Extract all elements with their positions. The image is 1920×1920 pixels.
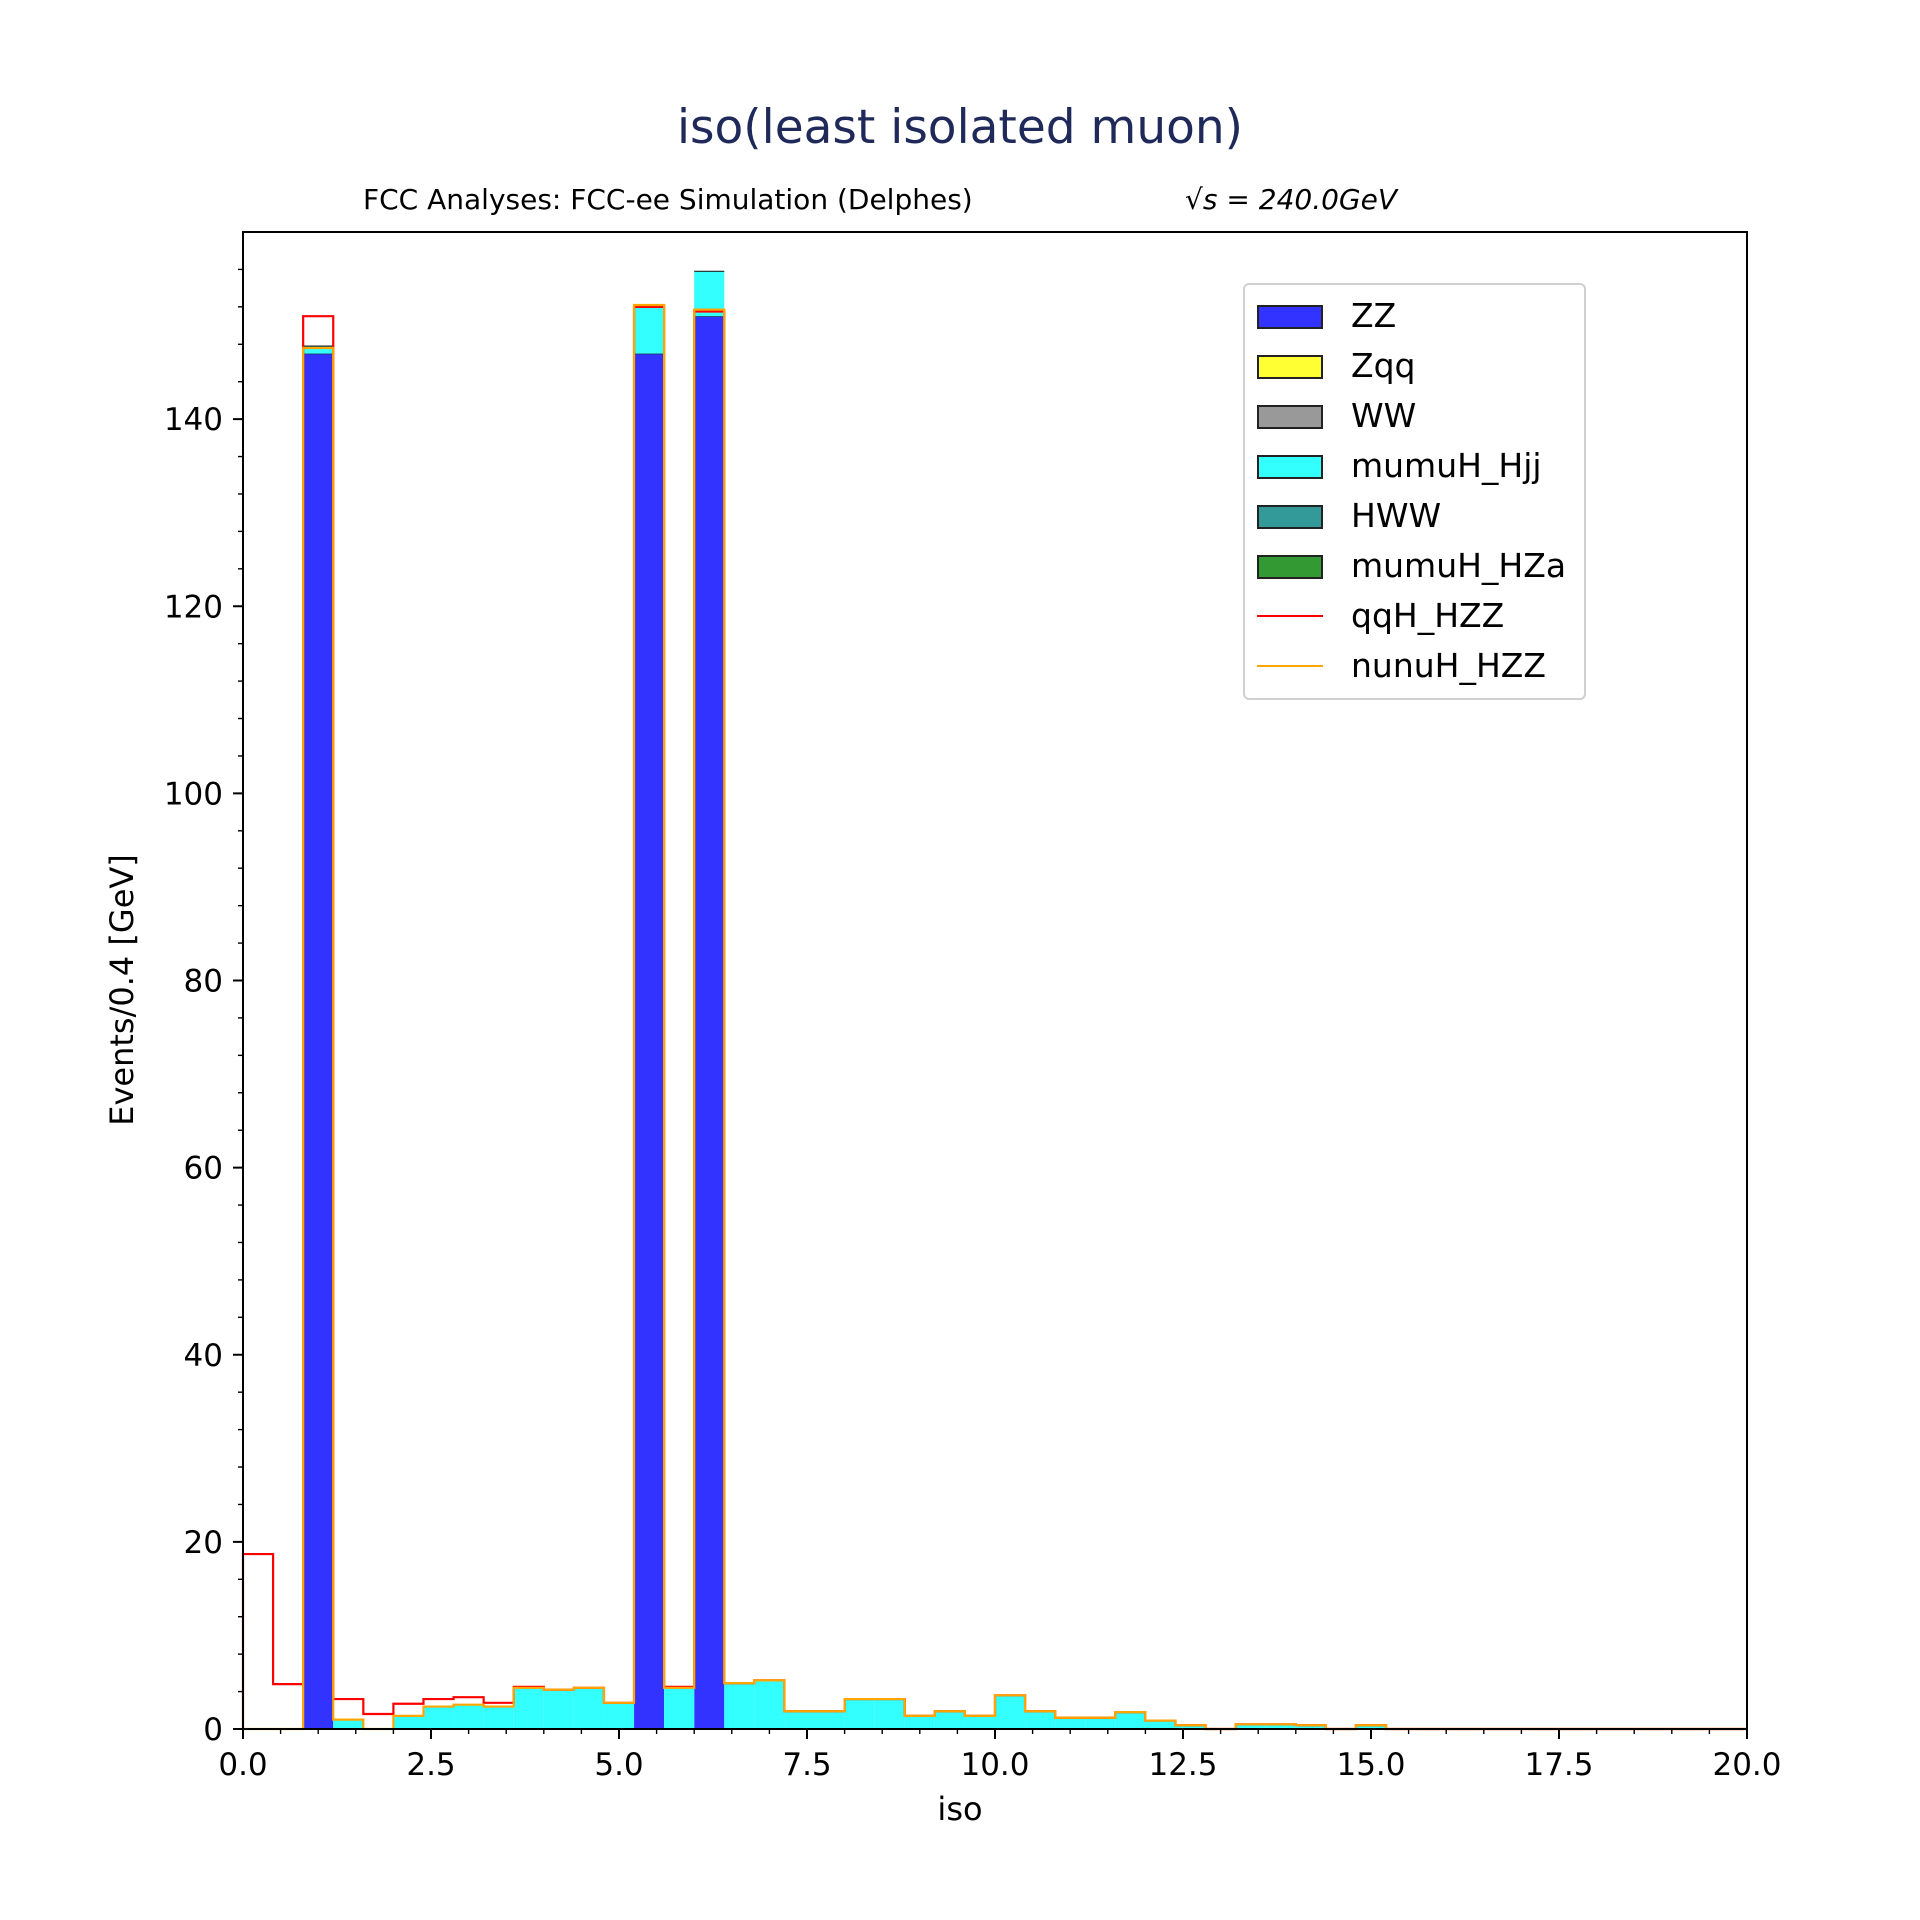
- legend-item-hww: HWW: [1245, 495, 1584, 535]
- axes: 0.0 2.5 5.0 7.5 10.0 12.5 15.0 17.5 20.0 0 20 40 60 8…: [164, 231, 1782, 1783]
- bar-mumuh-hjj-bin-19: [814, 1711, 845, 1729]
- bar-mumuh-hjj-bin-28: [1085, 1717, 1116, 1729]
- legend-swatch-hww: [1257, 505, 1323, 529]
- legend-line-nunuh-hzz: [1257, 665, 1323, 667]
- bar-mumuh-hjj-bin-11: [573, 1687, 604, 1729]
- x-axis-label: iso: [937, 1790, 983, 1828]
- legend-swatch-mumuh-hza: [1257, 555, 1323, 579]
- y-tick-label-140: 140: [164, 402, 223, 438]
- x-tick-label-20-0: 20.0: [1712, 1747, 1781, 1783]
- step-line-nunuh-hzz: [243, 303, 1747, 1731]
- energy-value: = 240.0GeV: [1226, 183, 1397, 216]
- bar-mumuh-hjj-bin-14: [664, 1687, 695, 1729]
- plot-area: [241, 270, 1747, 1731]
- bar-mumuh-hjj-bin-24: [964, 1715, 995, 1729]
- bar-mumuh-hjj-bin-29: [1115, 1712, 1146, 1729]
- x-tick-label-7-5: 7.5: [782, 1747, 831, 1783]
- y-tick-label-120: 120: [164, 589, 223, 625]
- legend-item-zqq: Zqq: [1245, 345, 1584, 385]
- legend-label-ww: WW: [1351, 396, 1417, 435]
- legend-swatch-zz: [1257, 305, 1323, 329]
- legend-item-ww: WW: [1245, 395, 1584, 435]
- legend-label-nunuh-hzz: nunuH_HZZ: [1351, 646, 1547, 685]
- legend-label-mumuh-hjj: mumuH_Hjj: [1351, 446, 1542, 485]
- bar-mumuh-hjj-bin-25: [995, 1695, 1026, 1729]
- legend-item-nunuh-hzz: nunuH_HZZ: [1245, 645, 1584, 685]
- bar-mumuh-hjj-bin-22: [904, 1715, 935, 1729]
- bar-mumuh-hjj-bin-8: [483, 1706, 514, 1729]
- x-tick-label-0-0: 0.0: [218, 1747, 267, 1783]
- legend-label-mumuh-hza: mumuH_HZa: [1351, 546, 1567, 585]
- legend-swatch-zqq: [1257, 355, 1323, 379]
- bar-zz-bin-13: [634, 353, 665, 1730]
- y-tick-label-100: 100: [164, 776, 223, 812]
- legend-label-qqh-hzz: qqH_HZZ: [1351, 596, 1505, 635]
- legend-label-zqq: Zqq: [1351, 346, 1416, 385]
- bar-mumuh-hjj-bin-13: [634, 304, 665, 354]
- chart-title: iso(least isolated muon): [677, 100, 1243, 155]
- legend-item-qqh-hzz: qqH_HZZ: [1245, 595, 1584, 635]
- chart-subtitle: FCC Analyses: FCC-ee Simulation (Delphes…: [363, 183, 973, 216]
- bar-mumuh-hjj-bin-12: [603, 1702, 635, 1729]
- bar-mumuh-hjj-bin-18: [784, 1711, 815, 1729]
- bar-mumuh-hjj-bin-20: [844, 1699, 875, 1729]
- energy-symbol: √s: [1185, 183, 1218, 216]
- legend-line-qqh-hzz: [1257, 615, 1323, 617]
- x-tick-label-12-5: 12.5: [1148, 1747, 1217, 1783]
- bar-mumuh-hjj-bin-2: [303, 346, 334, 354]
- legend-label-zz: ZZ: [1351, 296, 1397, 335]
- y-tick-label-20: 20: [184, 1525, 223, 1561]
- y-tick-label-40: 40: [184, 1338, 223, 1374]
- x-tick-label-10-0: 10.0: [960, 1747, 1029, 1783]
- legend-item-zz: ZZ: [1245, 295, 1584, 335]
- bar-mumuh-hjj-bin-27: [1055, 1717, 1086, 1729]
- y-tick-label-60: 60: [184, 1151, 223, 1187]
- bar-mumuh-hjj-bin-37: [1355, 1725, 1387, 1729]
- bar-mumuh-hjj-bin-3: [333, 1719, 364, 1729]
- bar-mumuh-hjj-bin-6: [423, 1706, 454, 1729]
- bar-mumuh-hjj-bin-26: [1025, 1711, 1056, 1729]
- bar-mumuh-hjj-bin-17: [754, 1680, 785, 1729]
- legend-swatch-ww: [1257, 405, 1323, 429]
- x-tick-label-2-5: 2.5: [406, 1747, 455, 1783]
- bar-mumuh-hjj-bin-30: [1145, 1720, 1176, 1729]
- legend-item-mumuh-hjj: mumuH_Hjj: [1245, 445, 1584, 485]
- bar-mumuh-hjj-bin-35: [1295, 1725, 1326, 1729]
- y-tick-label-80: 80: [184, 964, 223, 1000]
- bar-mumuh-hjj-bin-5: [393, 1715, 424, 1729]
- bar-mumuh-hjj-bin-31: [1175, 1725, 1206, 1729]
- x-tick-label-17-5: 17.5: [1524, 1747, 1593, 1783]
- bar-mumuh-hjj-bin-33: [1235, 1724, 1266, 1729]
- bar-mumuh-hjj-bin-34: [1265, 1724, 1296, 1729]
- legend-label-hww: HWW: [1351, 496, 1442, 535]
- bar-mumuh-hjj-bin-9: [513, 1687, 544, 1729]
- bar-mumuh-hjj-bin-16: [724, 1683, 755, 1729]
- y-tick-label-0: 0: [203, 1712, 223, 1748]
- legend-swatch-mumuh-hjj: [1257, 455, 1323, 479]
- energy-label: √s = 240.0GeV: [1185, 183, 1397, 216]
- x-tick-label-5-0: 5.0: [594, 1747, 643, 1783]
- y-axis-label: Events/0.4 [GeV]: [103, 854, 141, 1126]
- bar-zz-bin-15: [694, 316, 725, 1729]
- bar-mumuh-hjj-bin-7: [453, 1704, 484, 1729]
- bar-mumuh-hjj-bin-23: [934, 1711, 965, 1729]
- legend-item-mumuh-hza: mumuH_HZa: [1245, 545, 1584, 585]
- x-tick-label-15-0: 15.0: [1336, 1747, 1405, 1783]
- bar-mumuh-hjj-bin-21: [874, 1699, 905, 1729]
- legend: ZZ Zqq WW mumuH_Hjj HWW mumuH_HZa qqH_HZ…: [1243, 283, 1586, 700]
- bar-mumuh-hjj-bin-10: [543, 1689, 574, 1729]
- bar-zz-bin-2: [303, 353, 334, 1730]
